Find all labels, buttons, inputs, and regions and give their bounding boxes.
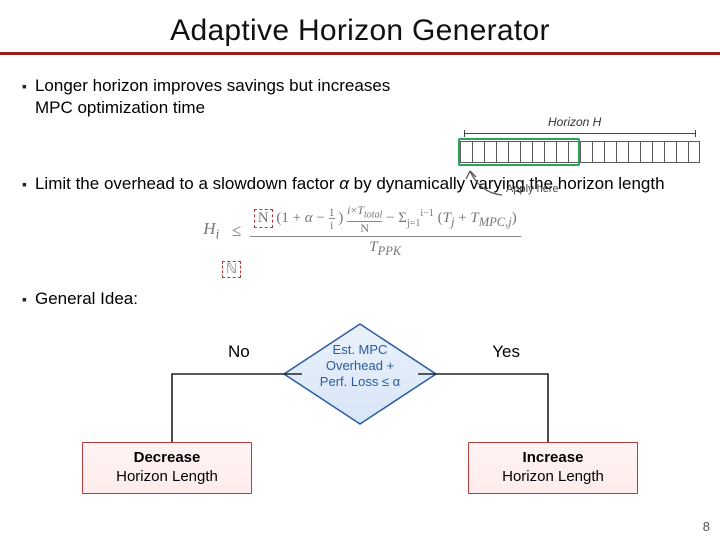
horizon-window xyxy=(458,138,580,166)
flowchart: Est. MPC Overhead + Perf. Loss ≤ α No Ye… xyxy=(22,316,698,506)
formula-subden: ℕ xyxy=(222,261,698,278)
bullet-1: ▪ Longer horizon improves savings but in… xyxy=(22,75,698,119)
horizon-cell xyxy=(616,141,628,163)
horizon-cell xyxy=(604,141,616,163)
bullet-3: ▪ General Idea: xyxy=(22,288,698,310)
horizon-cell xyxy=(580,141,592,163)
horizon-cell xyxy=(664,141,676,163)
slide-title: Adaptive Horizon Generator xyxy=(0,0,720,52)
increase-box: IncreaseHorizon Length xyxy=(468,442,638,494)
n-box: N xyxy=(254,209,273,228)
diamond-text: Est. MPC Overhead + Perf. Loss ≤ α xyxy=(290,342,430,391)
bullet-1-text: Longer horizon improves savings but incr… xyxy=(35,75,425,119)
formula: Hi ≤ N N (1 + α − (1 + α − 1i ) i×Ttotal… xyxy=(22,204,698,278)
bullet-mark: ▪ xyxy=(22,291,27,309)
bullet-mark: ▪ xyxy=(22,176,27,194)
slide: Adaptive Horizon Generator ▪ Longer hori… xyxy=(0,0,720,540)
horizon-cell xyxy=(676,141,688,163)
yes-label: Yes xyxy=(492,342,520,362)
formula-fraction: N N (1 + α − (1 + α − 1i ) i×TtotalN − Σ… xyxy=(250,204,521,258)
apply-here-label: Apply here xyxy=(506,183,559,195)
horizon-cell xyxy=(652,141,664,163)
slide-body: ▪ Longer horizon improves savings but in… xyxy=(0,55,720,506)
horizon-cell xyxy=(628,141,640,163)
decrease-box: DecreaseHorizon Length xyxy=(82,442,252,494)
bullet-3-text: General Idea: xyxy=(35,288,138,310)
horizon-label: Horizon H xyxy=(548,115,601,129)
formula-lhs: Hi xyxy=(199,219,223,243)
horizon-cell xyxy=(640,141,652,163)
bullet-mark: ▪ xyxy=(22,78,27,96)
no-label: No xyxy=(228,342,250,362)
page-number: 8 xyxy=(703,519,710,534)
horizon-cell xyxy=(592,141,604,163)
horizon-cell xyxy=(688,141,700,163)
leq-icon: ≤ xyxy=(228,221,245,241)
horizon-bracket xyxy=(460,133,700,134)
horizon-figure: Horizon H Apply here xyxy=(460,119,700,197)
